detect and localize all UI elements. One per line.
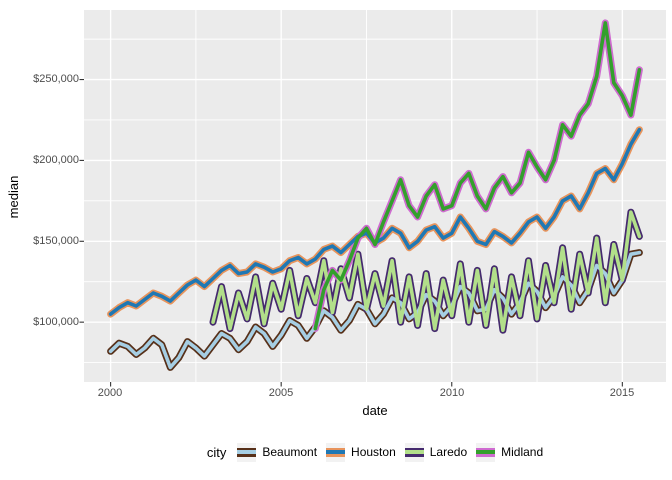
legend-item-label: Laredo — [429, 445, 468, 459]
series-line-midland — [313, 21, 642, 331]
legend-key-swatch — [404, 442, 424, 462]
series-line-laredo — [211, 210, 642, 333]
legend-item-houston: Houston — [326, 442, 396, 462]
y-tick-label: $150,000 — [33, 235, 79, 247]
x-tick-label: 2010 — [439, 387, 465, 399]
legend-item-laredo: Laredo — [404, 442, 468, 462]
legend: city Beaumont Houston Laredo Midland — [84, 438, 666, 466]
series-line-beaumont — [108, 250, 642, 370]
y-tick-label: $100,000 — [33, 316, 79, 328]
legend-key-swatch — [476, 442, 496, 462]
legend-item-label: Midland — [501, 445, 544, 459]
x-tick-label: 2015 — [609, 387, 635, 399]
y-axis-title: median — [6, 175, 21, 219]
y-tick-label: $200,000 — [33, 154, 79, 166]
legend-key-swatch — [326, 442, 346, 462]
legend-item-beaumont: Beaumont — [237, 442, 318, 462]
legend-item-midland: Midland — [476, 442, 544, 462]
legend-title: city — [206, 444, 227, 460]
legend-item-label: Houston — [351, 445, 396, 459]
legend-key-swatch — [237, 442, 257, 462]
x-tick-label: 2005 — [268, 387, 294, 399]
x-axis-title: date — [362, 403, 388, 418]
legend-item-label: Beaumont — [262, 445, 318, 459]
x-tick-label: 2000 — [97, 387, 123, 399]
y-tick-label: $250,000 — [33, 73, 79, 85]
